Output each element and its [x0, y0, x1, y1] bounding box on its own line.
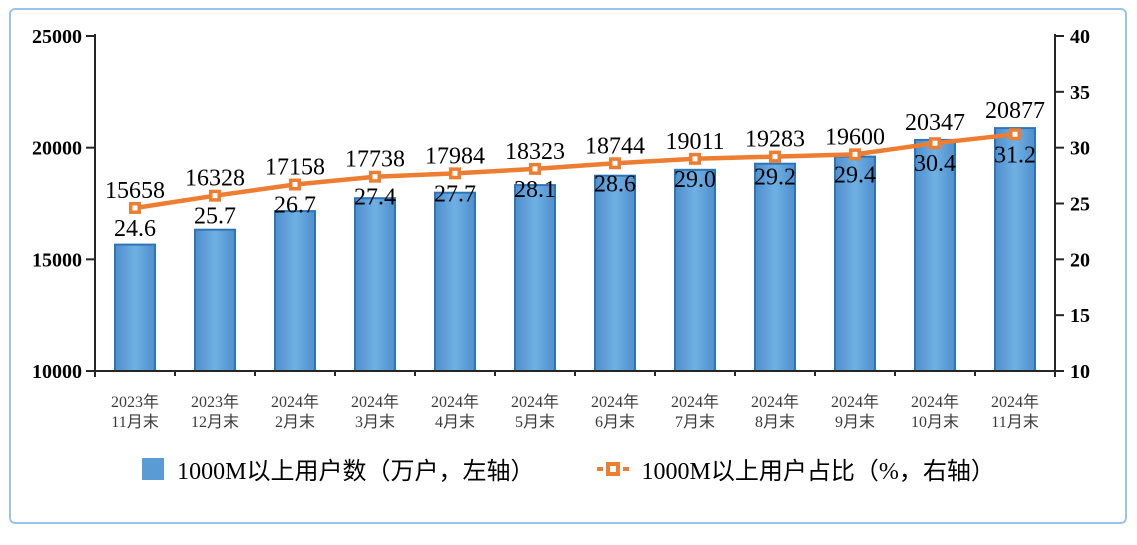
bar-value-label: 16328: [185, 166, 245, 192]
bar-value-label: 19283: [745, 127, 805, 153]
bar: [514, 184, 556, 372]
line-point-marker-center: [612, 160, 618, 166]
bar-value-label: 17738: [345, 147, 405, 173]
bar: [754, 162, 796, 372]
line-point-marker-center: [852, 151, 858, 157]
line-value-label: 25.7: [194, 204, 236, 230]
x-axis-category-label: 2024年 9月末: [831, 393, 879, 431]
bar: [834, 155, 876, 372]
line-point-marker-center: [932, 140, 938, 146]
x-axis-category-label: 2024年 10月末: [911, 393, 959, 431]
bar: [674, 168, 716, 372]
line-point-marker-center: [692, 156, 698, 162]
x-axis-category-label: 2024年 3月末: [351, 393, 399, 431]
bar-value-label: 20877: [985, 98, 1045, 124]
line-value-label: 29.0: [674, 167, 716, 193]
line-value-label: 30.4: [914, 151, 956, 177]
bar: [354, 197, 396, 372]
left-axis-tick-label: 15000: [32, 249, 82, 271]
bar: [434, 191, 476, 372]
right-axis-tick-label: 25: [1070, 194, 1090, 216]
x-axis-category-label: 2024年 5月末: [511, 393, 559, 431]
left-axis-tick-label: 20000: [32, 138, 82, 160]
bar-value-label: 15658: [105, 178, 165, 204]
right-axis-tick-label: 35: [1070, 82, 1090, 104]
x-axis-category-label: 2024年 7月末: [671, 393, 719, 431]
right-axis-tick-label: 30: [1070, 138, 1090, 160]
legend-line-series-label: 1000M以上用户占比（%，右轴）: [641, 459, 995, 485]
legend-line-square: [605, 461, 620, 476]
x-axis-category-label: 2023年 11月末: [111, 393, 159, 431]
x-axis-category-label: 2024年 2月末: [271, 393, 319, 431]
bar-value-label: 20347: [905, 110, 965, 136]
x-axis-category-label: 2024年 8月末: [751, 393, 799, 431]
left-axis-tick-label: 10000: [32, 361, 82, 383]
right-axis-tick-label: 40: [1070, 26, 1090, 48]
bar-series-swatch-icon: [142, 457, 165, 480]
line-point-marker-center: [532, 166, 538, 172]
legend-line-dash: [596, 466, 603, 471]
line-point-marker-center: [452, 170, 458, 176]
line-series-path: [134, 132, 1016, 211]
bar-value-label: 18744: [585, 133, 645, 159]
line-point-marker-center: [292, 182, 298, 188]
line-point-marker-center: [212, 193, 218, 199]
x-axis-category-label: 2024年 11月末: [991, 393, 1039, 431]
bar-value-label: 19011: [665, 129, 724, 155]
line-point-marker-center: [372, 174, 378, 180]
bar-value-label: 19600: [825, 124, 885, 150]
chart-canvas: 10000 15000 20000 25000 10 15 20 25 30 35 40 2023年 1…: [32, 26, 1090, 431]
line-point-marker-center: [132, 205, 138, 211]
line-value-label: 29.2: [754, 165, 796, 191]
chart-legend: 1000M以上用户数（万户，左轴） 1000M以上用户占比（%，右轴）: [0, 451, 1137, 486]
legend-item-line-series: 1000M以上用户占比（%，右轴）: [596, 451, 995, 486]
bar: [914, 138, 956, 372]
line-value-label: 26.7: [274, 193, 316, 219]
plot-area: 10000 15000 20000 25000 10 15 20 25 30 35 40 2023年 1…: [32, 26, 1090, 431]
right-axis-tick-label: 10: [1070, 361, 1090, 383]
right-axis-tick-label: 15: [1070, 305, 1090, 327]
legend-bar-series-label: 1000M以上用户数（万户，左轴）: [177, 459, 535, 485]
line-value-label: 29.4: [834, 162, 876, 188]
line-value-label: 31.2: [994, 142, 1036, 168]
legend-line-dash: [622, 466, 629, 471]
legend-item-bar-series: 1000M以上用户数（万户，左轴）: [142, 451, 535, 486]
line-series-marker-icon: [596, 461, 629, 476]
bar: [274, 210, 316, 372]
line-value-label: 28.6: [594, 171, 636, 197]
right-axis-tick-label: 20: [1070, 249, 1090, 271]
x-axis-category-label: 2024年 4月末: [431, 393, 479, 431]
line-value-label: 27.4: [354, 185, 396, 211]
line-point-marker-center: [772, 154, 778, 160]
line-point-marker-center: [1012, 131, 1018, 137]
bar-value-label: 17158: [265, 155, 325, 181]
bar-value-label: 18323: [505, 139, 565, 165]
bar: [194, 228, 236, 372]
line-value-label: 27.7: [434, 181, 476, 207]
bar: [594, 174, 636, 372]
x-axis-category-label: 2024年 6月末: [591, 393, 639, 431]
x-axis-category-label: 2023年 12月末: [191, 393, 239, 431]
bar-value-label: 17984: [425, 143, 485, 169]
line-value-label: 28.1: [514, 177, 556, 203]
bar: [114, 243, 156, 373]
line-value-label: 24.6: [114, 216, 156, 242]
left-axis-tick-label: 25000: [32, 26, 82, 48]
